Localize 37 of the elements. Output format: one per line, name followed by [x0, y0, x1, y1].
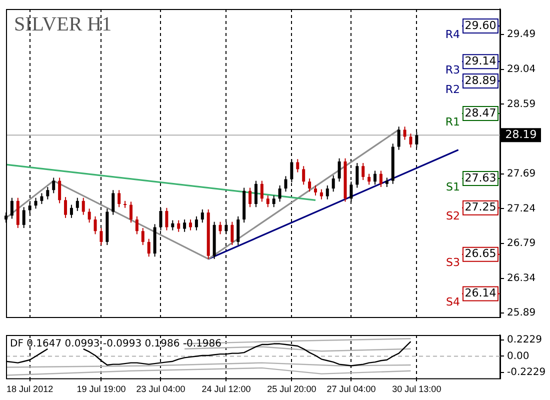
ref-line-label: S1 [446, 180, 460, 194]
annotation: 26.14 [464, 286, 496, 300]
annotation: 29.60 [464, 18, 496, 32]
ref-line-label: R4 [445, 28, 460, 41]
y-tick-label: 0.2229 [507, 334, 542, 346]
y-tick-label: -0.2229 [507, 367, 546, 378]
x-tick-label: 30 Jul 13:00 [392, 384, 442, 394]
annotation: 28.89 [464, 74, 496, 87]
y-tick-label: 27.24 [507, 203, 536, 214]
annotation: 28.19 [505, 128, 537, 141]
x-tick-label: 19 Jul 19:00 [76, 384, 126, 394]
ref-line-label: S4 [446, 296, 460, 309]
annotation: 26.65 [464, 247, 496, 260]
x-tick-label: 23 Jul 04:00 [136, 384, 186, 394]
x-tick-label: 18 Jul 2012 [6, 384, 54, 394]
y-tick-label: 25.89 [507, 308, 536, 319]
x-tick-label: 24 Jul 12:00 [202, 384, 251, 394]
annotation: 28.47 [464, 106, 496, 120]
y-tick-label: 29.04 [507, 64, 536, 75]
y-tick-label: 26.34 [507, 272, 536, 284]
y-tick-label: 28.59 [507, 98, 536, 110]
ref-line-label: R2 [445, 82, 460, 96]
y-tick-label: 0.00 [507, 350, 530, 362]
ref-line-label: S2 [446, 210, 460, 223]
ref-line-label: S3 [446, 256, 460, 270]
y-tick-label: 26.79 [507, 238, 536, 250]
x-tick-label: 25 Jul 20:00 [267, 384, 316, 394]
annotation: 27.25 [464, 200, 496, 214]
annotation: 27.63 [464, 171, 496, 184]
x-tick-label: 27 Jul 04:00 [326, 384, 376, 394]
y-tick-label: 27.69 [507, 168, 536, 180]
annotation: 29.14 [464, 54, 496, 68]
ref-line-label: R1 [445, 115, 460, 128]
y-tick-label: 29.49 [507, 29, 536, 40]
chart-title: DF 0.1647 0.0993 -0.0993 0.1986 -0.1986 [10, 338, 222, 350]
chart-title: SILVER H1 [14, 13, 112, 36]
ref-line-label: R3 [445, 63, 460, 76]
